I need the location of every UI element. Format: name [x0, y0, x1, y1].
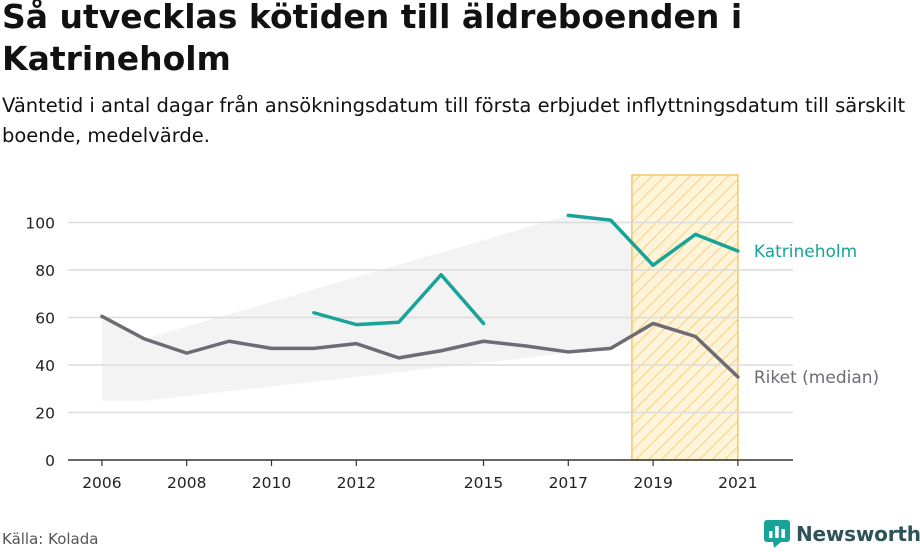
x-tick-label: 2012	[337, 474, 376, 492]
series-line-katrineholm-seg0	[312, 273, 486, 327]
brand-logo: Newsworthy	[764, 519, 920, 549]
x-tick-label: 2010	[252, 474, 291, 492]
chart-subtitle: Väntetid i antal dagar från ansökningsda…	[2, 94, 906, 147]
y-tick-label: 60	[35, 310, 55, 328]
y-tick-label: 80	[35, 262, 55, 280]
series-line-riket-median--seg0	[100, 314, 740, 379]
range-band	[101, 215, 738, 401]
series-label: Katrineholm	[754, 242, 857, 262]
series-line-katrineholm-seg1	[566, 213, 740, 267]
newsworthy-bar-chart-icon	[764, 520, 790, 548]
y-tick-label: 20	[35, 405, 55, 423]
brand-name: Newsworthy	[796, 522, 920, 546]
source-note: Källa: Kolada	[2, 530, 99, 548]
chart-title: Så utvecklas kötiden till äldreboenden i…	[2, 0, 743, 78]
series-label: Riket (median)	[754, 368, 879, 388]
x-tick-label: 2021	[718, 474, 757, 492]
y-tick-label: 0	[45, 452, 55, 470]
y-tick-label: 100	[25, 215, 55, 233]
x-tick-label: 2008	[167, 474, 206, 492]
x-tick-label: 2017	[549, 474, 588, 492]
x-tick-label: 2006	[82, 474, 121, 492]
x-tick-label: 2015	[464, 474, 503, 492]
x-tick-label: 2019	[633, 474, 672, 492]
y-tick-label: 40	[35, 357, 55, 375]
